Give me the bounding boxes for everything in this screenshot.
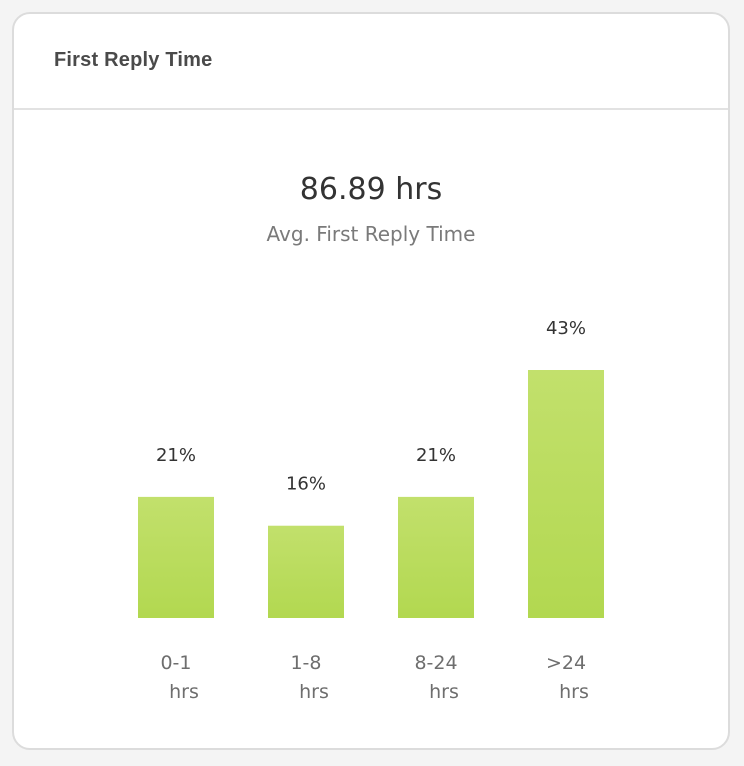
bar-value-label-3: 43% — [546, 318, 586, 339]
category-unit-label-3: hrs — [559, 681, 589, 703]
bar-2 — [398, 496, 474, 618]
category-label-1: 1-8 — [290, 652, 321, 674]
bar-value-label-0: 21% — [156, 445, 196, 466]
category-label-0: 0-1 — [160, 652, 191, 674]
first-reply-time-card: First Reply Time 86.89 hrs Avg. First Re… — [12, 12, 730, 750]
category-label-3: >24 — [546, 652, 586, 674]
first-reply-bar-chart: 21% 0-1 hrs 16% 1-8 hrs 21% 8-24 hrs 43% >24 hrs — [138, 318, 604, 703]
avg-first-reply-value: 86.89 hrs — [299, 172, 443, 207]
category-label-2: 8-24 — [414, 652, 457, 674]
bar-3 — [528, 370, 604, 618]
bar-0 — [138, 496, 214, 618]
bar-value-label-1: 16% — [286, 474, 326, 495]
card-title: First Reply Time — [54, 48, 213, 71]
card-header: First Reply Time — [14, 14, 728, 110]
bar-value-label-2: 21% — [416, 445, 456, 466]
avg-first-reply-label: Avg. First Reply Time — [266, 222, 476, 246]
category-unit-label-1: hrs — [299, 681, 329, 703]
category-unit-label-2: hrs — [429, 681, 459, 703]
bar-1 — [268, 525, 344, 618]
category-unit-label-0: hrs — [169, 681, 199, 703]
